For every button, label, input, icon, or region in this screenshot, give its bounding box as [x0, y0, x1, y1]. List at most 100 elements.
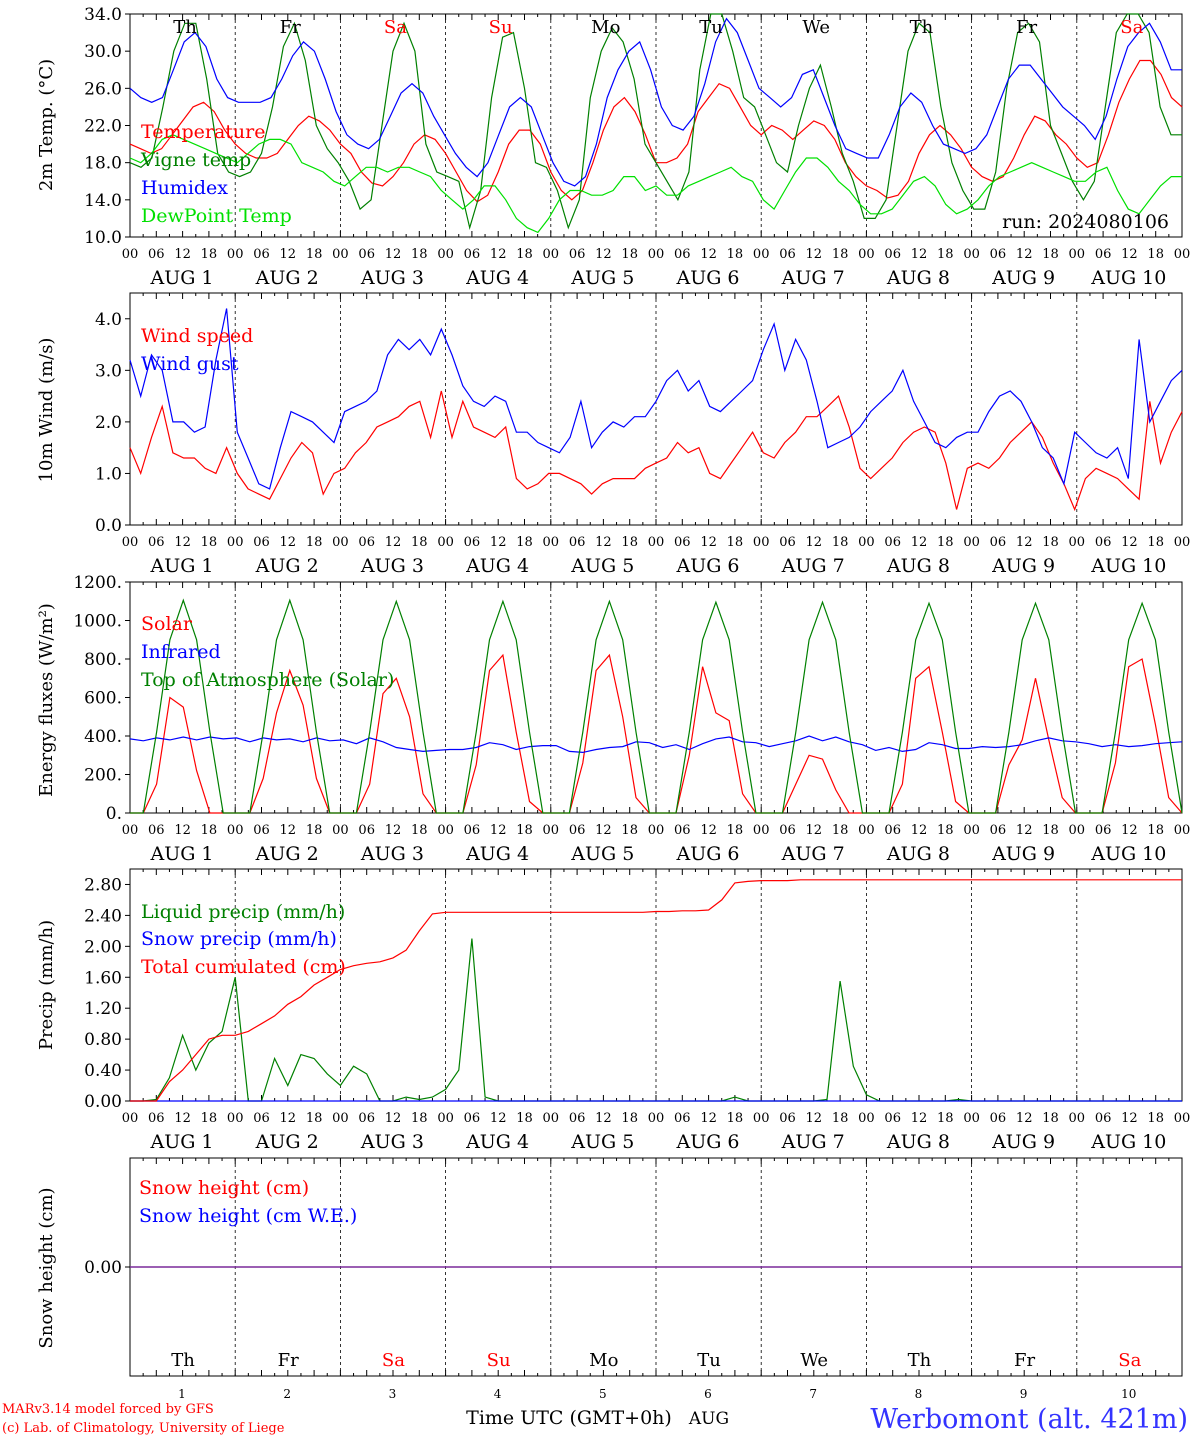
legend-total-cumulated-cm-: Total cumulated (cm): [141, 956, 346, 978]
y-tick-label: 3.0: [95, 361, 122, 381]
hour-tick-label: 18: [201, 1111, 218, 1126]
y-axis-label-wind: 10m Wind (m/s): [36, 338, 57, 483]
hour-tick-label: 18: [937, 247, 954, 262]
hour-tick-label: 00: [332, 1111, 349, 1126]
legend-snow-precip-mm-h-: Snow precip (mm/h): [141, 928, 337, 950]
date-label: AUG 8: [886, 843, 950, 865]
day-name-bottom: Th: [171, 1350, 195, 1371]
hour-tick-label: 18: [621, 247, 638, 262]
station-label: Werbomont (alt. 421m): [870, 1404, 1188, 1435]
y-tick-label: 2.00: [84, 937, 122, 957]
hour-tick-label: 18: [621, 1111, 638, 1126]
hour-tick-label: 06: [990, 823, 1007, 838]
hour-tick-label: 18: [727, 535, 744, 550]
y-tick-label: 2.40: [84, 906, 122, 926]
hour-tick-label: 12: [490, 1111, 507, 1126]
hour-tick-label: 12: [700, 535, 717, 550]
date-label: AUG 1: [149, 843, 213, 865]
hour-tick-label: 06: [779, 1111, 796, 1126]
hour-tick-label: 12: [700, 247, 717, 262]
date-label: AUG 4: [465, 843, 529, 865]
date-label: AUG 10: [1090, 843, 1166, 865]
hour-tick-label: 12: [385, 535, 402, 550]
hour-tick-label: 12: [595, 247, 612, 262]
y-tick-label: 34.0: [84, 5, 122, 25]
hour-tick-label: 12: [1121, 535, 1138, 550]
hour-tick-label: 06: [779, 535, 796, 550]
hour-tick-label: 06: [464, 535, 481, 550]
hour-tick-label: 18: [201, 535, 218, 550]
hour-tick-label: 06: [990, 1111, 1007, 1126]
legend-wind-speed: Wind speed: [141, 325, 253, 347]
day-number: 10: [1121, 1387, 1136, 1401]
y-axis-label-flux: Energy fluxes (W/m²): [36, 603, 57, 797]
hour-tick-label: 00: [753, 1111, 770, 1126]
hour-tick-label: 12: [911, 1111, 928, 1126]
day-name-top: Th: [910, 17, 934, 38]
hour-tick-label: 12: [1121, 247, 1138, 262]
day-name-bottom: Fr: [1014, 1350, 1035, 1371]
day-name-top: Fr: [280, 17, 301, 38]
hour-tick-label: 12: [806, 823, 823, 838]
day-name-bottom: Th: [908, 1350, 932, 1371]
day-number: 7: [809, 1387, 817, 1401]
hour-tick-label: 06: [464, 823, 481, 838]
y-tick-label: 4.0: [95, 310, 122, 330]
date-label: AUG 1: [149, 267, 213, 289]
hour-tick-label: 00: [858, 823, 875, 838]
y-tick-label: 2.80: [84, 875, 122, 895]
series-line-total-cumulated-cm-: [130, 879, 1182, 1102]
date-label: AUG 7: [781, 267, 845, 289]
y-axis-label-snow: Snow height (cm): [36, 1187, 57, 1348]
hour-tick-label: 06: [464, 1111, 481, 1126]
day-number: 9: [1020, 1387, 1028, 1401]
hour-tick-label: 06: [1095, 247, 1112, 262]
hour-tick-label: 18: [306, 535, 323, 550]
hour-tick-label: 12: [911, 535, 928, 550]
date-label: AUG 9: [991, 267, 1055, 289]
hour-tick-label: 18: [832, 247, 849, 262]
day-number: 8: [915, 1387, 923, 1401]
hour-tick-label: 06: [884, 823, 901, 838]
date-label: AUG 8: [886, 1131, 950, 1153]
date-label: AUG 6: [675, 1131, 739, 1153]
y-tick-label: 0.0: [95, 516, 122, 536]
y-tick-label: 30.0: [84, 42, 122, 62]
hour-tick-label: 18: [727, 823, 744, 838]
day-number: 2: [283, 1387, 291, 1401]
date-label: AUG 5: [570, 1131, 634, 1153]
date-label: AUG 3: [360, 555, 424, 577]
series-line-dewpoint-temp: [129, 134, 1182, 234]
series-line-wind-gust: [129, 308, 1183, 490]
hour-tick-label: 00: [543, 535, 560, 550]
y-tick-label: 1.60: [84, 968, 122, 988]
hour-tick-label: 18: [201, 823, 218, 838]
hour-tick-label: 06: [148, 247, 165, 262]
hour-tick-label: 12: [1121, 823, 1138, 838]
hour-tick-label: 18: [1042, 823, 1059, 838]
y-tick-label: 0.00: [84, 1092, 122, 1112]
hour-tick-label: 18: [411, 823, 428, 838]
day-name-bottom: We: [800, 1350, 828, 1371]
hour-tick-label: 06: [674, 535, 691, 550]
hour-tick-label: 00: [122, 823, 139, 838]
day-name-bottom: Mo: [589, 1350, 618, 1371]
day-number: 3: [389, 1387, 397, 1401]
hour-tick-label: 06: [358, 247, 375, 262]
x-axis-label: Time UTC (GMT+0h): [466, 1407, 672, 1429]
hour-tick-label: 00: [122, 1111, 139, 1126]
hour-tick-label: 00: [963, 823, 980, 838]
date-label: AUG 9: [991, 843, 1055, 865]
y-tick-label: 0.40: [84, 1061, 122, 1081]
legend-solar: Solar: [141, 613, 193, 635]
hour-tick-label: 06: [779, 823, 796, 838]
hour-tick-label: 12: [385, 1111, 402, 1126]
hour-tick-label: 12: [806, 535, 823, 550]
hour-tick-label: 12: [1121, 1111, 1138, 1126]
date-label: AUG 8: [886, 555, 950, 577]
date-label: AUG 5: [570, 267, 634, 289]
date-label: AUG 2: [255, 843, 319, 865]
hour-tick-label: 18: [727, 1111, 744, 1126]
credit-line-2: (c) Lab. of Climatology, University of L…: [2, 1421, 285, 1436]
hour-tick-label: 12: [1016, 247, 1033, 262]
